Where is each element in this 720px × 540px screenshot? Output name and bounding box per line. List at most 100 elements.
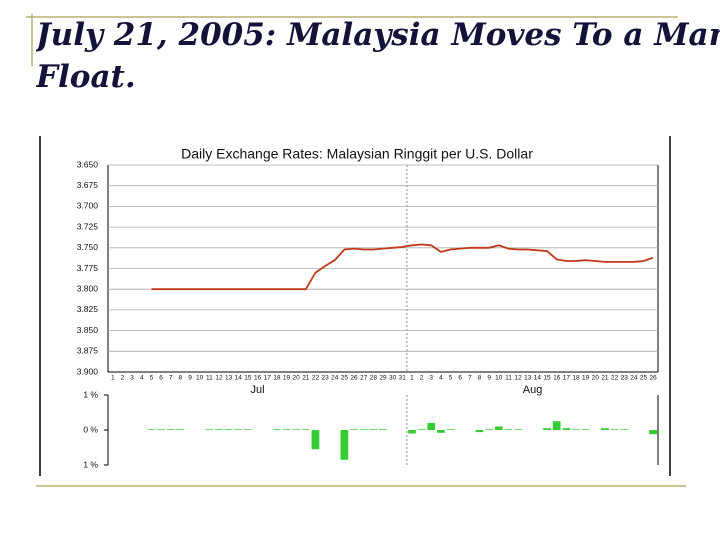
bar [543,428,551,430]
bar [446,429,455,430]
bar [350,429,358,430]
x-tick-label: 2 [121,375,125,382]
bar [205,429,214,430]
x-tick-label: 18 [572,375,580,382]
x-tick-label: 23 [321,375,329,382]
bar [292,429,301,430]
bar [359,429,368,430]
x-tick-label: 22 [312,375,320,382]
x-tick-label: 27 [360,375,368,382]
y-tick-label: 3.875 [77,346,99,356]
y-tick-label: 3.825 [77,304,99,314]
x-tick-label: 16 [553,375,561,382]
data-line [151,243,654,291]
x-tick-label: 4 [439,375,443,382]
x-tick-label: 2 [420,375,424,382]
bar [572,429,580,430]
y-tick-label: 1 % [83,459,98,469]
y-tick-label: 3.750 [77,242,99,252]
x-tick-label: 9 [188,375,192,382]
bar [408,430,416,434]
y-tick-label: 1 % [83,389,98,399]
y-tick-label: 3.850 [77,325,99,335]
x-tick-label: 1 [111,375,115,382]
bar [176,429,185,430]
y-tick-label: 3.775 [77,263,99,273]
y-tick-label: 3.700 [77,201,99,211]
bar [224,429,233,430]
bar [485,429,493,430]
x-tick-label: 24 [630,375,638,382]
x-tick-label: 29 [379,375,387,382]
bar [475,430,484,433]
bar [427,423,436,430]
x-tick-label: 11 [505,375,512,382]
x-group-label: Aug [523,384,543,396]
bar [552,421,561,430]
x-tick-label: 9 [487,375,491,382]
bar [157,429,165,430]
x-tick-label: 6 [159,375,163,382]
x-tick-label: 13 [225,375,233,382]
x-tick-label: 17 [264,375,272,382]
y-tick-label: 3.900 [77,366,99,376]
chart-area [40,136,670,476]
x-tick-label: 30 [389,375,397,382]
bar [340,430,349,460]
x-tick-label: 5 [449,375,453,382]
x-tick-label: 12 [215,375,223,382]
x-tick-label: 14 [235,375,243,382]
x-tick-label: 14 [534,375,542,382]
x-tick-label: 17 [563,375,571,382]
y-tick-label: 3.725 [77,221,99,231]
bar [610,429,619,430]
x-group-label: Jul [251,384,265,396]
x-tick-label: 21 [601,375,609,382]
y-tick-label: 3.675 [77,180,99,190]
bar [504,429,513,430]
bar [562,428,571,430]
x-tick-label: 24 [331,375,339,382]
x-tick-label: 20 [592,375,600,382]
bar [301,429,310,430]
x-tick-label: 28 [370,375,378,382]
x-tick-label: 8 [179,375,183,382]
x-tick-label: 16 [254,375,262,382]
x-tick-label: 7 [468,375,472,382]
bar [417,429,426,430]
bar [166,429,175,430]
x-tick-label: 3 [429,375,433,382]
title-line: July 21, 2005: Malaysia Moves To a Manag… [36,17,720,53]
x-tick-label: 6 [458,375,462,382]
bar [234,429,243,430]
x-tick-label: 1 [410,375,414,382]
x-tick-label: 18 [273,375,281,382]
x-tick-label: 23 [621,375,629,382]
bar [581,429,590,430]
x-tick-label: 22 [611,375,619,382]
x-tick-label: 19 [582,375,590,382]
bar [273,429,281,430]
x-tick-label: 15 [543,375,551,382]
x-tick-label: 12 [514,375,522,382]
bar [649,430,658,435]
x-tick-label: 5 [150,375,154,382]
chart-title: Daily Exchange Rates: Malaysian Ringgit … [181,146,533,162]
bar [437,430,445,433]
bar [620,429,629,430]
bar [215,429,223,430]
bar [282,429,291,430]
bar [147,429,156,430]
x-tick-label: 31 [399,375,407,382]
x-tick-label: 26 [650,375,658,382]
bar [514,429,522,430]
bar [494,426,503,430]
bar [311,430,320,450]
x-tick-label: 19 [283,375,291,382]
bar [379,429,387,430]
y-tick-label: 3.650 [77,159,99,169]
bar [244,429,252,430]
x-tick-label: 13 [524,375,532,382]
